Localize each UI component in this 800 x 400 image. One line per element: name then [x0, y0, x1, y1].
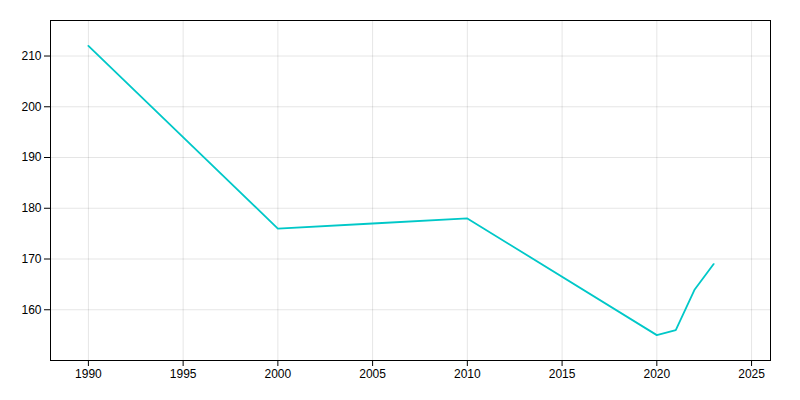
- svg-text:2000: 2000: [265, 367, 292, 381]
- svg-text:1990: 1990: [75, 367, 102, 381]
- svg-text:2005: 2005: [359, 367, 386, 381]
- svg-text:210: 210: [21, 49, 41, 63]
- svg-text:2025: 2025: [738, 367, 765, 381]
- svg-text:1995: 1995: [170, 367, 197, 381]
- svg-text:180: 180: [21, 201, 41, 215]
- svg-text:170: 170: [21, 252, 41, 266]
- svg-text:160: 160: [21, 303, 41, 317]
- svg-text:2015: 2015: [549, 367, 576, 381]
- svg-text:200: 200: [21, 100, 41, 114]
- svg-text:2020: 2020: [643, 367, 670, 381]
- svg-text:2010: 2010: [454, 367, 481, 381]
- svg-text:190: 190: [21, 150, 41, 164]
